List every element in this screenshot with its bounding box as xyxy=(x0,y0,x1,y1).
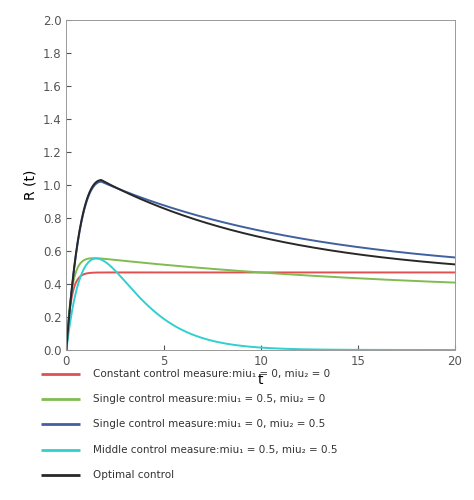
Text: Single control measure:miu₁ = 0, miu₂ = 0.5: Single control measure:miu₁ = 0, miu₂ = … xyxy=(93,420,326,430)
Text: Optimal control: Optimal control xyxy=(93,470,174,480)
Text: Constant control measure:miu₁ = 0, miu₂ = 0: Constant control measure:miu₁ = 0, miu₂ … xyxy=(93,369,330,379)
X-axis label: t: t xyxy=(258,374,264,388)
Text: Middle control measure:miu₁ = 0.5, miu₂ = 0.5: Middle control measure:miu₁ = 0.5, miu₂ … xyxy=(93,444,338,454)
Y-axis label: R (t): R (t) xyxy=(23,170,37,200)
Text: Single control measure:miu₁ = 0.5, miu₂ = 0: Single control measure:miu₁ = 0.5, miu₂ … xyxy=(93,394,326,404)
